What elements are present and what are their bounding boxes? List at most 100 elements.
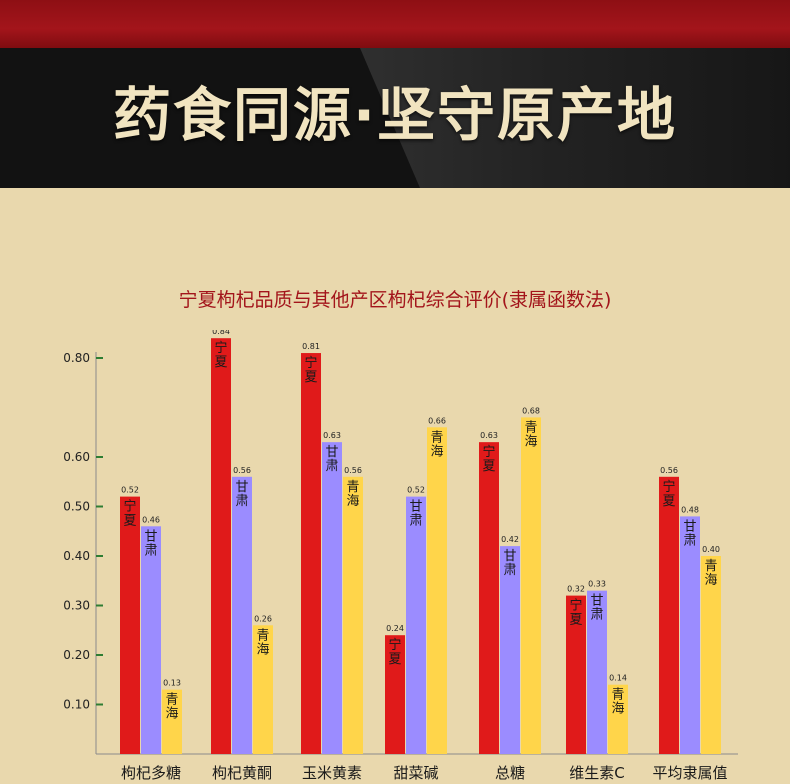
bar	[120, 496, 140, 754]
bar	[162, 689, 182, 754]
series-name-label: 肃	[590, 608, 603, 623]
series-name-label: 海	[430, 444, 443, 459]
category-label: 枸杞多糖	[121, 764, 181, 782]
data-label: 0.81	[302, 342, 320, 351]
bar	[659, 476, 679, 754]
series-name-label: 甘	[683, 519, 696, 534]
data-label: 0.68	[522, 406, 540, 415]
series-name-label: 夏	[214, 355, 227, 370]
data-label: 0.66	[428, 416, 446, 425]
series-name-label: 夏	[123, 514, 136, 529]
series-name-label: 海	[611, 702, 624, 717]
series-name-label: 青	[524, 420, 537, 435]
category-label: 总糖	[495, 764, 525, 782]
data-label: 0.24	[386, 624, 404, 633]
data-label: 0.56	[660, 466, 678, 475]
data-label: 0.26	[254, 614, 272, 623]
data-label: 0.48	[681, 505, 699, 514]
bar	[322, 442, 342, 754]
series-name-label: 甘	[235, 480, 248, 495]
y-tick-label: 0.60	[63, 450, 90, 464]
series-name-label: 夏	[569, 613, 582, 628]
data-label: 0.63	[323, 431, 341, 440]
y-tick-label: 0.80	[63, 351, 90, 365]
bar	[479, 442, 499, 754]
series-name-label: 夏	[662, 494, 675, 509]
series-name-label: 青	[430, 430, 443, 445]
series-name-label: 海	[524, 434, 537, 449]
series-name-label: 甘	[144, 529, 157, 544]
bar	[680, 516, 700, 754]
series-name-label: 宁	[569, 598, 582, 614]
data-label: 0.52	[407, 486, 425, 495]
category-label: 玉米黄素	[302, 764, 362, 782]
series-name-label: 青	[611, 688, 624, 703]
bar	[211, 338, 231, 754]
series-name-label: 肃	[235, 494, 248, 509]
series-name-label: 海	[165, 707, 178, 722]
series-name-label: 肃	[325, 459, 338, 474]
bar	[521, 417, 541, 754]
bar	[343, 476, 363, 754]
bar	[608, 684, 628, 754]
series-name-label: 青	[346, 480, 359, 495]
y-tick-label: 0.10	[63, 698, 90, 712]
series-name-label: 甘	[503, 549, 516, 564]
data-label: 0.52	[121, 486, 139, 495]
bar	[427, 427, 447, 754]
y-tick-label: 0.40	[63, 549, 90, 563]
data-label: 0.42	[501, 535, 519, 544]
bar	[385, 635, 405, 754]
series-name-label: 宁	[214, 340, 227, 356]
series-name-label: 海	[704, 573, 717, 588]
series-name-label: 宁	[123, 499, 136, 515]
data-label: 0.56	[233, 466, 251, 475]
bar	[587, 590, 607, 754]
chart-title: 宁夏枸杞品质与其他产区枸杞综合评价(隶属函数法)	[178, 289, 612, 311]
y-tick-label: 0.50	[63, 500, 90, 514]
bar	[566, 595, 586, 754]
series-name-label: 夏	[304, 370, 317, 385]
bar	[253, 625, 273, 754]
category-label: 枸杞黄酮	[212, 764, 272, 782]
series-name-label: 青	[165, 693, 178, 708]
bar	[301, 353, 321, 754]
series-name-label: 宁	[304, 355, 317, 371]
data-label: 0.32	[567, 585, 585, 594]
series-name-label: 青	[256, 628, 269, 643]
series-name-label: 肃	[144, 543, 157, 558]
data-label: 0.14	[609, 674, 627, 683]
series-name-label: 宁	[662, 479, 675, 495]
bar	[406, 496, 426, 754]
page-title: 药食同源·坚守原产地	[112, 81, 678, 149]
bar	[141, 526, 161, 754]
series-name-label: 甘	[325, 445, 338, 460]
data-label: 0.56	[344, 466, 362, 475]
data-label: 0.84	[212, 330, 230, 336]
series-name-label: 海	[256, 642, 269, 657]
data-label: 0.13	[163, 679, 181, 688]
data-label: 0.63	[480, 431, 498, 440]
header-banner: 药食同源·坚守原产地	[0, 48, 790, 188]
series-name-label: 宁	[482, 444, 495, 460]
series-name-label: 甘	[590, 594, 603, 609]
series-name-label: 肃	[503, 563, 516, 578]
data-label: 0.46	[142, 515, 160, 524]
series-name-label: 青	[704, 559, 717, 574]
data-label: 0.33	[588, 580, 606, 589]
category-label: 维生素C	[569, 764, 624, 782]
series-name-label: 海	[346, 494, 359, 509]
bar	[232, 476, 252, 754]
top-red-strip	[0, 0, 790, 48]
series-name-label: 甘	[409, 500, 422, 515]
bar	[500, 546, 520, 754]
y-tick-label: 0.30	[63, 599, 90, 613]
series-name-label: 肃	[683, 533, 696, 548]
category-label: 甜菜碱	[393, 764, 438, 782]
series-name-label: 夏	[388, 652, 401, 667]
banner-diagonal-shade	[360, 48, 790, 188]
y-tick-label: 0.20	[63, 648, 90, 662]
series-name-label: 夏	[482, 459, 495, 474]
bar	[701, 556, 721, 754]
